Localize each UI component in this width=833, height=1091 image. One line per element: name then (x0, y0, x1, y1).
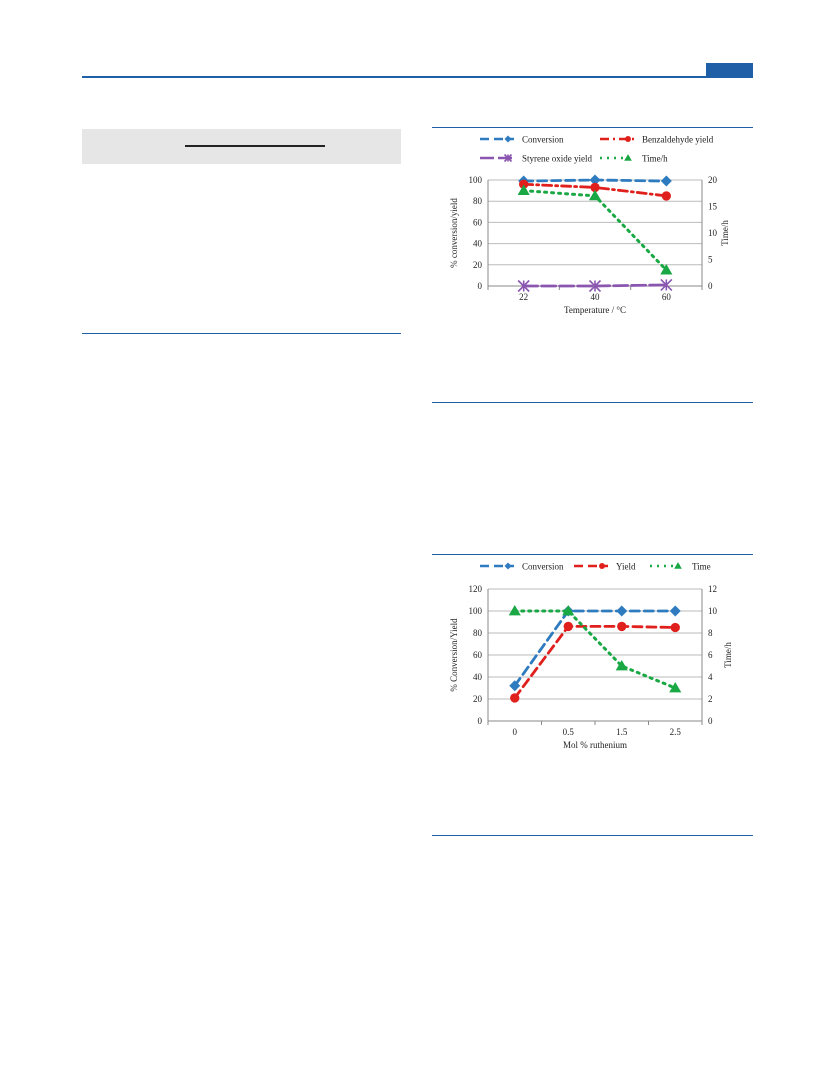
series-line (513, 609, 677, 690)
series-line (522, 189, 668, 272)
y-tick-label: 40 (473, 239, 483, 249)
y-tick-label: 20 (473, 694, 483, 704)
data-point (617, 621, 627, 632)
legend-marker (504, 135, 512, 143)
y-tick-label: 100 (469, 175, 483, 185)
figure2-top-rule (432, 554, 753, 555)
data-point (518, 179, 529, 189)
y-tick-label: 0 (478, 281, 483, 291)
y-axis-title: % conversion/yield (449, 198, 459, 268)
y-tick-label: 80 (473, 628, 483, 638)
data-point (509, 680, 521, 692)
x-tick-label: 22 (519, 292, 528, 302)
y2-tick-label: 2 (708, 694, 713, 704)
data-point (562, 604, 575, 616)
legend-label: Conversion (522, 135, 564, 145)
x-tick-label: 40 (591, 292, 601, 302)
y-tick-label: 20 (473, 260, 483, 270)
data-point (517, 279, 530, 293)
header-tab (706, 63, 753, 77)
legend-label: Time (692, 562, 711, 572)
y2-axis-title: Time/h (723, 642, 733, 668)
legend-marker (625, 136, 631, 142)
y2-tick-label: 8 (708, 628, 713, 638)
y-tick-label: 120 (469, 584, 483, 594)
y2-tick-label: 10 (708, 228, 718, 238)
data-point (660, 264, 673, 275)
x-tick-label: 1.5 (616, 727, 628, 737)
series-line (513, 625, 677, 700)
y2-tick-label: 5 (708, 255, 713, 265)
y2-axis-title: Time/h (720, 220, 730, 246)
data-point (616, 605, 628, 617)
data-point (588, 279, 602, 293)
y-tick-label: 0 (478, 716, 483, 726)
x-axis-title: Temperature / °C (564, 305, 626, 315)
legend-marker (599, 563, 605, 569)
data-point (660, 175, 672, 187)
y2-tick-label: 4 (708, 672, 713, 682)
data-point (660, 278, 673, 292)
x-tick-label: 0.5 (563, 727, 575, 737)
legend-label: Yield (616, 562, 636, 572)
x-tick-label: 0 (513, 727, 518, 737)
legend-marker (503, 153, 513, 163)
legend-marker (674, 562, 682, 569)
y-tick-label: 40 (473, 672, 483, 682)
ruthenium-chart: Conversion Yield Time020406080100120024681… (449, 562, 733, 751)
figure2-bottom-rule (432, 835, 753, 836)
data-point (563, 621, 573, 632)
x-axis-title: Mol % ruthenium (563, 740, 627, 750)
table-rule (185, 145, 325, 147)
y-tick-label: 80 (473, 196, 483, 206)
legend-label: Conversion (522, 562, 564, 572)
data-point (589, 174, 601, 186)
legend-marker (624, 154, 632, 161)
figure1-bottom-rule (432, 402, 753, 403)
y2-tick-label: 0 (708, 281, 713, 291)
y-axis-title: % Conversion/Yield (449, 618, 459, 692)
y-tick-label: 60 (473, 650, 483, 660)
temperature-chart: Conversion Benzaldehyde yield Styrene oxid… (449, 135, 730, 316)
series-line (513, 609, 677, 688)
legend-label: Styrene oxide yield (522, 154, 592, 164)
data-point (588, 189, 602, 201)
y2-tick-label: 12 (708, 584, 717, 594)
legend-label: Time/h (642, 154, 668, 164)
table-bottom-rule (82, 333, 401, 334)
header-rule (82, 76, 753, 78)
data-point (670, 622, 680, 633)
y2-tick-label: 6 (708, 650, 713, 660)
data-point (517, 184, 530, 195)
data-point (615, 659, 628, 671)
data-point (590, 182, 600, 193)
y-tick-label: 100 (469, 606, 483, 616)
y-tick-label: 60 (473, 217, 483, 227)
data-point (669, 681, 682, 693)
y2-tick-label: 10 (708, 606, 718, 616)
legend-marker (504, 562, 512, 570)
x-tick-label: 2.5 (670, 727, 682, 737)
data-point (510, 693, 520, 703)
y2-tick-label: 15 (708, 202, 718, 212)
legend-label: Benzaldehyde yield (642, 135, 714, 145)
y2-tick-label: 0 (708, 716, 713, 726)
data-point (669, 605, 681, 617)
figure1-top-rule (432, 127, 753, 128)
data-point (508, 604, 521, 616)
table-header-box (82, 129, 401, 164)
y2-tick-label: 20 (708, 175, 718, 185)
data-point (661, 191, 672, 201)
x-tick-label: 60 (662, 292, 672, 302)
